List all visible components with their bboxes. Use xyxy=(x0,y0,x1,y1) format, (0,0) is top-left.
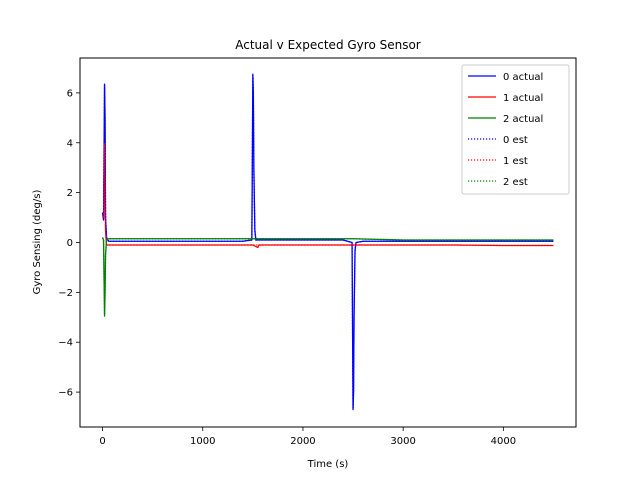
legend-label: 2 actual xyxy=(503,114,543,125)
legend-label: 0 actual xyxy=(503,72,543,83)
series-layer xyxy=(101,73,554,411)
series-line-2-est xyxy=(101,237,554,316)
y-axis-label: Gyro Sensing (deg/s) xyxy=(32,190,43,295)
x-tick-label: 1000 xyxy=(190,436,215,447)
x-tick-label: 4000 xyxy=(491,436,516,447)
y-tick-label: −2 xyxy=(58,288,73,299)
legend-label: 0 est xyxy=(503,135,528,146)
x-tick-label: 3000 xyxy=(390,436,415,447)
y-tick-label: 0 xyxy=(67,238,73,249)
y-tick-label: −4 xyxy=(58,338,73,349)
x-axis-label: Time (s) xyxy=(307,459,349,470)
x-tick-label: 0 xyxy=(99,436,105,447)
legend-label: 2 est xyxy=(503,177,528,188)
y-tick-label: −6 xyxy=(58,388,73,399)
chart-title: Actual v Expected Gyro Sensor xyxy=(235,38,421,52)
legend-box xyxy=(461,64,570,195)
y-tick-label: 4 xyxy=(67,138,73,149)
y-tick-label: 2 xyxy=(67,188,73,199)
x-axis-ticks: 0 1000 2000 3000 4000 xyxy=(99,427,516,447)
legend: 0 actual 1 actual 2 actual 0 est 1 est 2 est xyxy=(461,64,570,195)
legend-label: 1 actual xyxy=(503,93,543,104)
y-tick-label: 6 xyxy=(67,88,73,99)
y-axis-ticks: −6 −4 −2 0 2 4 6 xyxy=(58,88,80,399)
x-tick-label: 2000 xyxy=(290,436,315,447)
legend-label: 1 est xyxy=(503,156,528,167)
series-line-0-est xyxy=(101,74,554,409)
